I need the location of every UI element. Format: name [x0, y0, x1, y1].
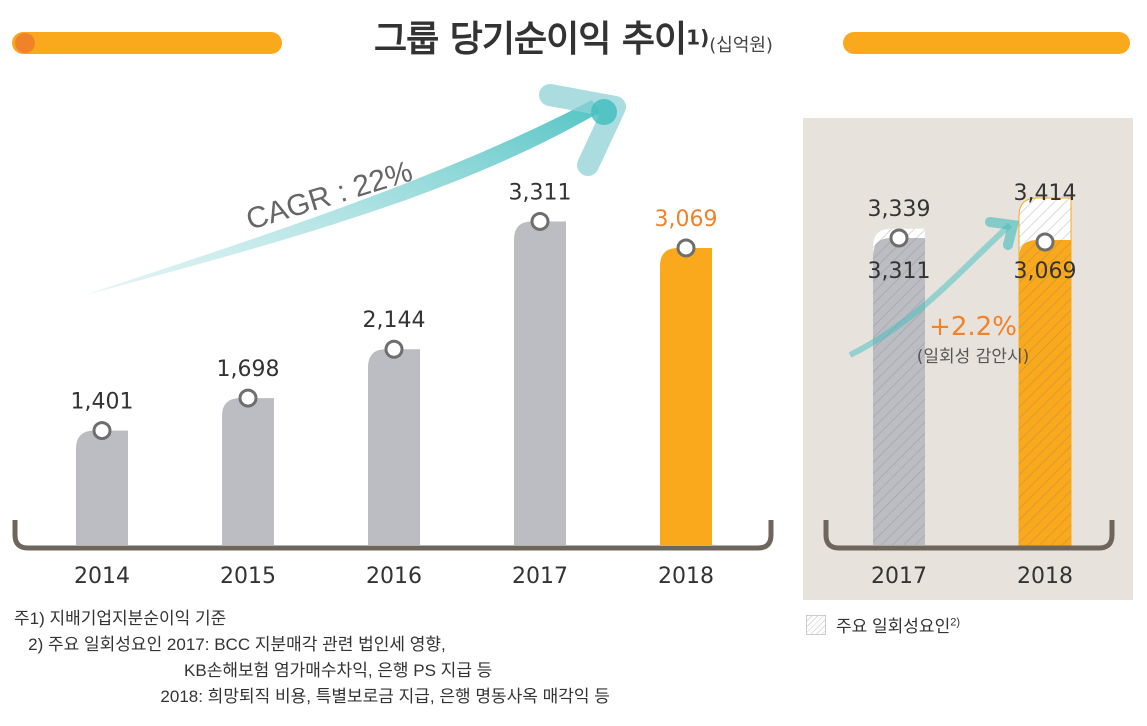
side-axis	[823, 520, 1115, 551]
x-tick-2015: 2015	[220, 564, 276, 589]
marker-2017	[889, 228, 909, 248]
growth-rate-note: (일회성 감안시)	[917, 347, 1030, 367]
data-label-2017: 3,311	[868, 259, 931, 284]
bar-2018	[660, 247, 712, 545]
marker-2018	[1035, 232, 1055, 252]
footnotes: 주1) 지배기업지분순이익 기준 2) 주요 일회성요인 2017: BCC 지…	[14, 606, 610, 710]
footnote-2-cont: KB손해보험 염가매수차익, 은행 PS 지급 등	[14, 661, 493, 680]
growth-rate-label: +2.2%	[929, 312, 1017, 342]
legend-hatch-swatch	[806, 614, 826, 635]
title-footnote: 1)	[686, 25, 710, 50]
legend-text: 주요 일회성요인	[836, 617, 951, 636]
marker-2018	[676, 238, 696, 258]
main-axis	[12, 520, 774, 551]
bar-2016	[368, 349, 420, 545]
bar-hatch-2017	[873, 238, 925, 545]
total-label-2018: 3,414	[1014, 181, 1077, 206]
footnote-1: 주1) 지배기업지분순이익 기준	[14, 609, 227, 628]
title-text: 그룹 당기순이익 추이	[374, 19, 687, 60]
chart-title: 그룹 당기순이익 추이1)(십억원)	[0, 10, 1147, 62]
data-label-2017: 3,311	[509, 180, 572, 205]
x-tick-2016: 2016	[366, 564, 422, 589]
growth-arrow	[848, 222, 1013, 358]
legend-sup: 2)	[950, 616, 960, 629]
marker-2015	[238, 388, 258, 408]
comparison-panel	[803, 118, 1133, 600]
footnote-2-2018: 2018: 희망퇴직 비용, 특별보로금 지급, 은행 명동사옥 매각익 등	[14, 687, 610, 706]
marker-2017	[530, 211, 550, 231]
data-label-2018: 3,069	[1014, 259, 1077, 284]
data-label-2018: 3,069	[655, 207, 718, 232]
title-dot	[15, 33, 35, 53]
title-unit: (십억원)	[709, 35, 773, 56]
data-label-2016: 2,144	[363, 308, 426, 333]
total-label-2017: 3,339	[868, 197, 931, 222]
title-bar-right	[843, 32, 1130, 54]
bar-hatch-2018	[1019, 240, 1071, 545]
bar-2017	[514, 221, 566, 545]
x-tick-2018: 2018	[1017, 564, 1073, 589]
legend: 주요 일회성요인2)	[806, 612, 960, 637]
title-bar-left	[12, 32, 282, 54]
x-tick-2017: 2017	[512, 564, 568, 589]
data-label-2014: 1,401	[71, 390, 134, 415]
footnote-2: 2) 주요 일회성요인 2017: BCC 지분매각 관련 법인세 영향,	[14, 635, 446, 654]
bar-2015	[222, 398, 274, 545]
marker-2014	[92, 421, 112, 441]
x-tick-2014: 2014	[74, 564, 130, 589]
bar-2014	[76, 430, 128, 545]
x-tick-2017: 2017	[871, 564, 927, 589]
marker-2016	[384, 339, 404, 359]
legend-label: 주요 일회성요인2)	[836, 612, 960, 637]
growth-arrowhead	[985, 217, 1020, 250]
cagr-arrow-tip	[591, 99, 617, 125]
data-label-2015: 1,698	[217, 357, 280, 382]
x-tick-2018: 2018	[658, 564, 714, 589]
